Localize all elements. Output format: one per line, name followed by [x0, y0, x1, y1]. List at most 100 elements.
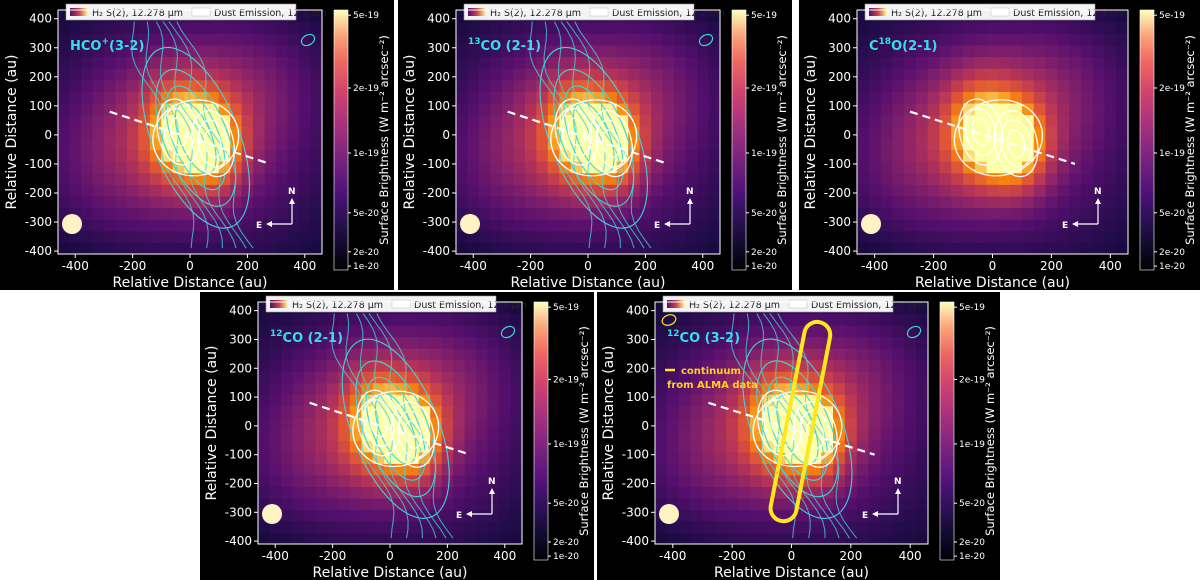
- map-pixel: [1092, 126, 1106, 139]
- map-pixel: [678, 336, 692, 349]
- map-pixel: [785, 348, 799, 361]
- map-pixel: [303, 497, 316, 511]
- map-pixel: [490, 91, 503, 104]
- map-pixel: [338, 394, 351, 407]
- map-pixel: [453, 417, 466, 430]
- map-pixel: [714, 497, 727, 511]
- map-pixel: [372, 428, 385, 441]
- map-pixel: [868, 474, 882, 487]
- map-pixel: [856, 451, 870, 464]
- map-pixel: [501, 21, 514, 34]
- map-pixel: [951, 230, 964, 243]
- map-pixel: [161, 184, 174, 197]
- map-pixel: [662, 44, 675, 58]
- map-pixel: [264, 137, 277, 151]
- map-pixel: [651, 149, 664, 162]
- map-pixel: [326, 382, 339, 395]
- dust-contour-outer: [550, 99, 638, 177]
- map-pixel: [1069, 172, 1082, 185]
- y-tick-label: -300: [824, 215, 851, 229]
- map-pixel: [524, 126, 537, 139]
- map-pixel: [690, 313, 704, 326]
- map-pixel: [974, 242, 988, 255]
- x-tick-label: 0: [386, 549, 394, 563]
- map-pixel: [639, 230, 652, 243]
- map-pixel: [269, 428, 282, 441]
- map-pixel: [915, 102, 929, 116]
- map-pixel: [303, 451, 316, 464]
- map-pixel: [678, 359, 692, 372]
- map-pixel: [80, 68, 94, 81]
- map-pixel: [269, 325, 282, 338]
- map-pixel: [974, 114, 988, 127]
- map-pixel: [880, 230, 893, 243]
- map-pixel: [639, 33, 652, 46]
- x-tick-label: -400: [861, 259, 888, 273]
- map-pixel: [651, 207, 664, 220]
- map-pixel: [1021, 161, 1035, 174]
- map-pixel: [616, 68, 629, 81]
- map-pixel: [1104, 126, 1117, 139]
- map-pixel: [666, 440, 680, 453]
- map-pixel: [126, 207, 139, 220]
- map-pixel: [1033, 184, 1047, 197]
- map-pixel: [738, 371, 751, 384]
- map-pixel: [986, 242, 999, 255]
- map-pixel: [299, 91, 312, 104]
- map-pixel: [1045, 242, 1058, 255]
- map-pixel: [310, 56, 323, 69]
- map-pixel: [253, 230, 266, 243]
- map-pixel: [547, 184, 560, 197]
- map-pixel: [857, 44, 870, 58]
- map-pixel: [939, 161, 952, 174]
- map-pixel: [464, 394, 477, 407]
- map-pixel: [1021, 184, 1035, 197]
- colorbar-tick-label: 2e-20: [751, 248, 777, 258]
- map-pixel: [1104, 44, 1117, 58]
- map-pixel: [310, 68, 323, 81]
- map-pixel: [299, 114, 312, 127]
- label-rest: (3-2): [109, 39, 144, 54]
- x-tick-label: 200: [1040, 259, 1063, 273]
- map-pixel: [218, 184, 231, 197]
- map-pixel: [674, 137, 687, 151]
- map-pixel: [138, 91, 151, 104]
- map-pixel: [785, 325, 799, 338]
- map-pixel: [974, 44, 988, 58]
- map-pixel: [678, 417, 692, 430]
- map-pixel: [708, 68, 721, 81]
- map-pixel: [844, 313, 858, 326]
- map-pixel: [616, 207, 629, 220]
- colorbar-tick-label: 2e-20: [553, 538, 579, 548]
- map-pixel: [868, 313, 882, 326]
- gas-beam: [906, 325, 922, 339]
- map-pixel: [303, 428, 316, 441]
- map-pixel: [476, 497, 489, 511]
- map-pixel: [915, 91, 929, 104]
- map-pixel: [738, 463, 751, 476]
- map-pixel: [639, 56, 652, 69]
- map-pixel: [655, 532, 668, 545]
- map-pixel: [80, 137, 94, 151]
- map-pixel: [1045, 230, 1058, 243]
- map-pixel: [453, 336, 466, 349]
- disk-axis-line: [909, 110, 1076, 166]
- map-pixel: [951, 172, 964, 185]
- gas-contour-outflow: [529, 21, 593, 249]
- map-pixel: [916, 497, 929, 511]
- map-pixel: [315, 348, 328, 361]
- map-pixel: [678, 520, 692, 534]
- map-pixel: [501, 33, 514, 46]
- colorbar-label: Surface Brightness (W m⁻² arcsec⁻²): [1183, 35, 1197, 245]
- map-pixel: [697, 68, 710, 81]
- map-pixel: [513, 126, 526, 139]
- colorbar-tick-label: 2e-20: [959, 538, 985, 548]
- map-pixel: [456, 126, 469, 139]
- map-pixel: [1033, 242, 1047, 255]
- map-pixel: [276, 126, 289, 139]
- map-pixel: [1092, 56, 1106, 69]
- map-pixel: [844, 486, 858, 499]
- map-pixel: [655, 336, 668, 349]
- map-pixel: [269, 440, 282, 453]
- dust-contour-outer: [953, 99, 1044, 177]
